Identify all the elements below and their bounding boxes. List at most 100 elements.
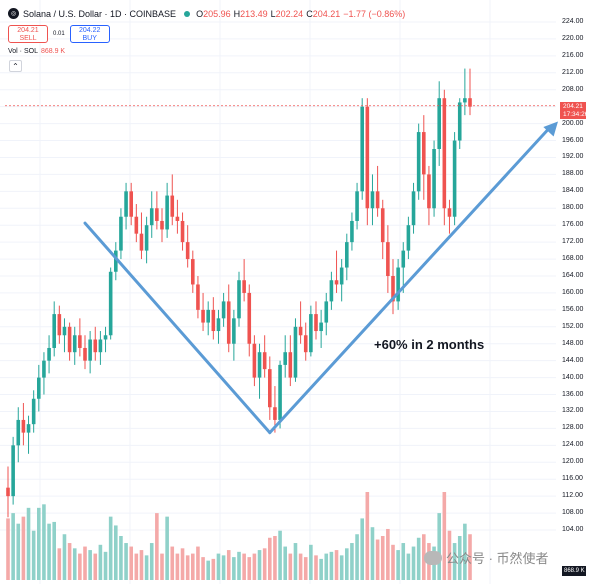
chart-header: ◎ Solana / U.S. Dollar · 1D · COINBASE O… (8, 8, 405, 19)
candle (463, 68, 467, 116)
candle-body (257, 352, 262, 378)
candle (6, 466, 10, 518)
candle (160, 208, 164, 243)
sell-button[interactable]: 204.21 SELL (8, 25, 48, 43)
ohlc-open: O205.96 (196, 8, 231, 19)
candle (211, 297, 216, 340)
volume-bar (201, 557, 205, 580)
candle (339, 259, 344, 302)
volume-bar (119, 536, 123, 580)
market-status-icon (184, 10, 191, 17)
candle-body (11, 445, 15, 497)
volume-bar (98, 544, 103, 580)
price-tick-label: 192.00 (562, 153, 584, 161)
volume-bar (303, 557, 308, 580)
volume-bar (416, 537, 421, 580)
price-tick-label: 168.00 (562, 255, 584, 263)
candle (360, 98, 364, 200)
candle (442, 89, 447, 226)
volume-bar (144, 555, 149, 580)
candle-body (360, 106, 364, 192)
candle (268, 356, 272, 420)
candle (103, 326, 108, 353)
candle (432, 140, 436, 217)
candle (185, 225, 190, 268)
ohlc-close: C204.21 (306, 8, 341, 19)
candle (119, 208, 123, 260)
candle (216, 309, 221, 344)
volume-bar (114, 525, 118, 580)
candle (309, 305, 313, 357)
volume-bar (11, 513, 15, 580)
candle-body (57, 314, 62, 336)
candle-body (416, 132, 421, 192)
candle (144, 216, 149, 264)
candle-body (42, 360, 46, 378)
candle-body (6, 487, 10, 497)
volume-bar (309, 544, 313, 580)
volume-bar (442, 492, 447, 580)
collapse-legend-button[interactable]: ⌃ (9, 60, 22, 72)
buy-button[interactable]: 204.22 BUY (69, 25, 110, 43)
volume-bar (411, 546, 416, 580)
candle-body (191, 259, 195, 285)
trade-panel: 204.21 SELL 0.01 204.22 BUY (8, 25, 110, 43)
volume-bar (345, 548, 349, 580)
candle (114, 242, 118, 281)
candle (88, 331, 92, 374)
volume-bar (26, 507, 31, 580)
price-tick-label: 148.00 (562, 339, 584, 347)
candle-body (201, 309, 205, 323)
candle-body (88, 339, 92, 361)
volume-bar (283, 546, 287, 580)
candle (324, 292, 329, 336)
volume-bar (47, 523, 51, 580)
candle (165, 182, 169, 238)
volume-bar (355, 534, 359, 580)
symbol-title[interactable]: Solana / U.S. Dollar · 1D · COINBASE (23, 8, 177, 19)
candle-body (334, 280, 339, 285)
volume-bar (252, 553, 257, 580)
candle (345, 233, 349, 281)
volume-bar (149, 543, 154, 580)
candle-body (432, 149, 436, 209)
candle (422, 115, 426, 200)
candle-body (26, 424, 31, 433)
volume-bar (6, 518, 10, 580)
candle-body (278, 364, 282, 420)
volume-bar (406, 553, 411, 580)
price-change: −1.77 (−0.86%) (343, 8, 406, 19)
candle-body (226, 301, 231, 344)
candle (139, 212, 144, 260)
candle (170, 174, 175, 226)
volume-bar (124, 543, 128, 580)
volume-bar (463, 523, 467, 580)
candle-body (237, 280, 241, 319)
candle-body (37, 377, 41, 399)
candle-body (288, 352, 293, 378)
volume-bar (386, 528, 390, 580)
candle-body (422, 132, 426, 175)
volume-axis-label: 868.9 K (562, 566, 586, 576)
candle-body (437, 98, 441, 149)
volume-bar (78, 553, 82, 580)
volume-bar (237, 551, 241, 580)
volume-bar (226, 550, 231, 580)
candle (452, 132, 457, 226)
candle (52, 301, 56, 357)
volume-bar (232, 557, 236, 580)
candle-body (170, 195, 175, 217)
candle-body (324, 301, 329, 323)
candle (62, 318, 67, 353)
candle (401, 242, 406, 293)
candle-body (447, 208, 452, 217)
volume-bar (324, 553, 329, 580)
candle (149, 191, 154, 238)
candle-body (93, 339, 98, 353)
ohlc-low: L202.24 (270, 8, 304, 19)
wechat-icon (424, 550, 442, 565)
candle-body (247, 292, 252, 344)
volume-bar (139, 550, 144, 580)
trendline-down (83, 221, 272, 435)
